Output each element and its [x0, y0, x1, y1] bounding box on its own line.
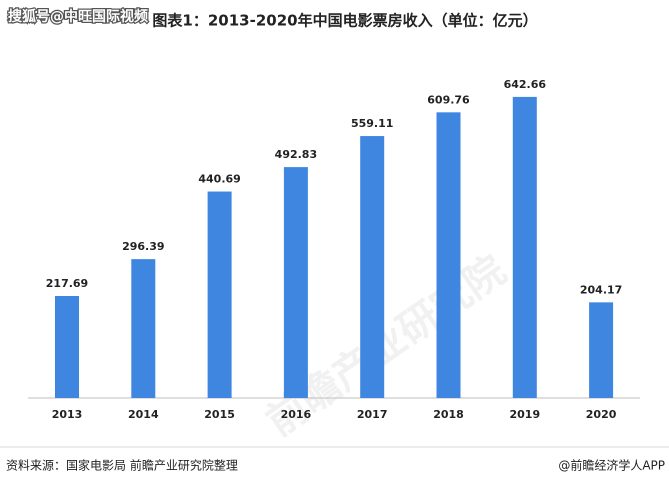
- bar: [512, 96, 537, 398]
- x-tick-label: 2018: [433, 408, 464, 421]
- chart-title: 图表1：2013-2020年中国电影票房收入（单位：亿元）: [152, 12, 537, 30]
- value-label: 296.39: [122, 240, 164, 253]
- source: 资料来源：国家电影局 前瞻产业研究院整理: [6, 458, 238, 473]
- bar: [360, 136, 385, 399]
- bar: [131, 259, 156, 398]
- value-label: 217.69: [46, 277, 88, 290]
- x-tick-label: 2014: [128, 408, 159, 421]
- watermark: 搜狐号@中旺国际视频: [8, 8, 148, 25]
- bar: [436, 112, 461, 398]
- bar: [589, 302, 614, 398]
- credit: @前瞻经济学人APP: [558, 458, 665, 473]
- x-tick-label: 2016: [281, 408, 312, 421]
- x-tick-label: 2019: [509, 408, 540, 421]
- value-label: 642.66: [504, 78, 547, 91]
- value-label: 204.17: [580, 283, 622, 296]
- value-label: 559.11: [351, 117, 393, 130]
- bar: [55, 296, 79, 398]
- x-tick-label: 2020: [586, 408, 617, 421]
- bar: [207, 191, 232, 398]
- x-tick-label: 2013: [52, 408, 83, 421]
- value-label: 492.83: [275, 148, 317, 161]
- value-label: 440.69: [198, 173, 240, 186]
- x-tick-label: 2015: [204, 408, 235, 421]
- value-label: 609.76: [427, 93, 470, 106]
- x-tick-label: 2017: [357, 408, 388, 421]
- bar: [283, 167, 308, 398]
